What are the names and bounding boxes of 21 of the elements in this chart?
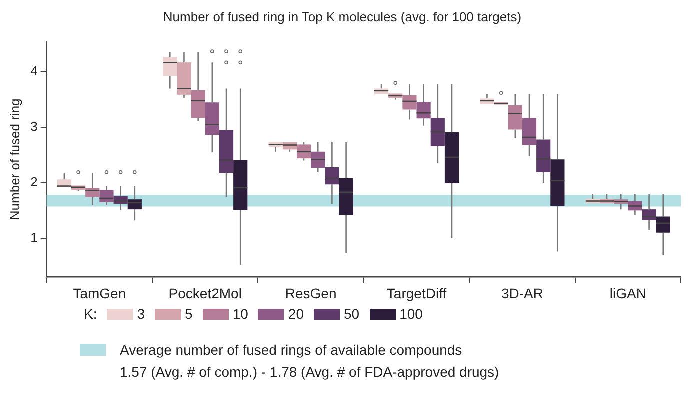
x-tick-label: TamGen [73, 285, 126, 302]
y-tick-label: 2 [30, 174, 38, 190]
y-axis-title: Number of fused ring [7, 98, 22, 220]
y-tick-label: 4 [30, 64, 38, 79]
text: 1.57 (Avg. # of comp.) - 1.78 (Avg. # of FDA-approved drugs) [120, 364, 500, 380]
chart-title: Number of fused ring in Top K molecules (avg. for 100 targets) [163, 9, 522, 24]
legend-title: K: [84, 306, 98, 322]
legend-label: 5 [185, 306, 193, 322]
x-tick-label: liGAN [610, 285, 646, 302]
x-tick-label: TargetDiff [386, 285, 447, 302]
x-tick-label: 3D-AR [501, 285, 544, 302]
x-tick-label: Pocket2Mol [168, 285, 242, 302]
y-tick-label: 1 [30, 230, 38, 245]
x-tick-label: ResGen [285, 285, 337, 302]
legend-label: 100 [400, 306, 423, 322]
y-tick-label: 3 [30, 119, 38, 134]
legend-label: 20 [288, 306, 304, 322]
legend-label: 10 [232, 306, 248, 322]
legend-label: 3 [137, 306, 146, 322]
legend-label: 50 [344, 306, 360, 322]
legend-label: Average number of fused rings of available compounds [120, 342, 462, 358]
